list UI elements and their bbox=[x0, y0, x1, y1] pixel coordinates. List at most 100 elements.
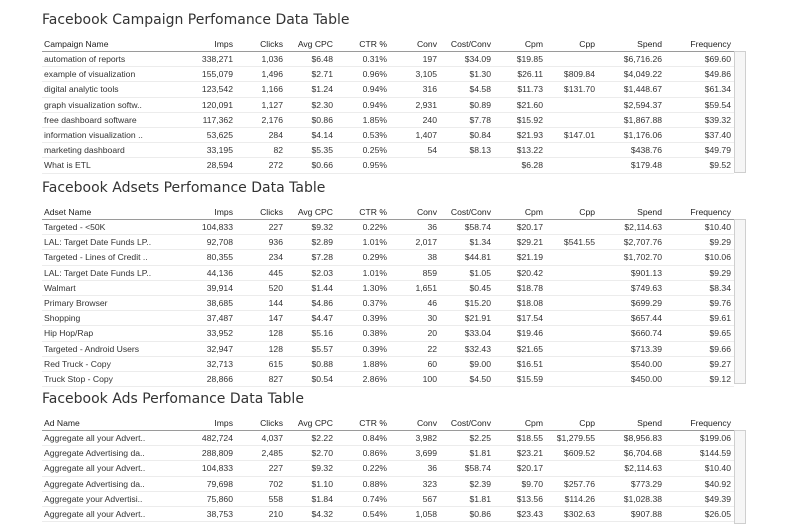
column-header-frequency[interactable]: Frequency bbox=[665, 37, 734, 52]
cell-ctr: 0.96% bbox=[336, 66, 390, 83]
table-row[interactable]: Targeted - <50K 104,833 227 $9.32 0.22% 36 $58… bbox=[42, 219, 734, 236]
campaign-table-scrollbar[interactable] bbox=[734, 51, 746, 173]
cell-ctr: 0.39% bbox=[336, 310, 390, 327]
cell-cpm: $11.73 bbox=[494, 81, 546, 98]
table-row[interactable]: Truck Stop - Copy 28,866 827 $0.54 2.86% 100 $… bbox=[42, 371, 734, 388]
column-header-frequency[interactable]: Frequency bbox=[665, 205, 734, 220]
cell-avg-cpc: $4.47 bbox=[286, 310, 336, 327]
cell-clicks: 144 bbox=[236, 295, 286, 312]
cell-cpp bbox=[546, 51, 598, 68]
column-header-cpm[interactable]: Cpm bbox=[494, 416, 546, 431]
column-header-conv[interactable]: Conv bbox=[390, 205, 440, 220]
column-header-cpp[interactable]: Cpp bbox=[546, 37, 598, 52]
table-row[interactable]: Red Truck - Copy 32,713 615 $0.88 1.88% 60 $9.… bbox=[42, 356, 734, 373]
cell-cpp bbox=[546, 265, 598, 281]
column-header-name[interactable]: Ad Name bbox=[42, 416, 170, 431]
table-row[interactable]: Shopping 37,487 147 $4.47 0.39% 30 $21.91 $17.5… bbox=[42, 310, 734, 327]
table-row[interactable]: Aggregate Advertising da.. 288,809 2,485 $2… bbox=[42, 445, 734, 462]
column-header-avg-cpc[interactable]: Avg CPC bbox=[286, 37, 336, 52]
cell-frequency: $69.60 bbox=[665, 51, 734, 68]
table-row[interactable]: Walmart 39,914 520 $1.44 1.30% 1,651 $0.45 $18.… bbox=[42, 280, 734, 297]
cell-spend: $1,448.67 bbox=[598, 81, 665, 98]
column-header-imps[interactable]: Imps bbox=[170, 205, 236, 220]
cell-spend: $6,716.26 bbox=[598, 51, 665, 68]
column-header-cost-conv[interactable]: Cost/Conv bbox=[440, 37, 494, 52]
table-row[interactable]: digital analytic tools 123,542 1,166 $1.24 0… bbox=[42, 81, 734, 98]
table-row[interactable]: Aggregate Advertising da.. 79,698 702 $1.10… bbox=[42, 476, 734, 492]
cell-spend: $2,594.37 bbox=[598, 97, 665, 113]
cell-ctr: 0.88% bbox=[336, 476, 390, 492]
column-header-cost-conv[interactable]: Cost/Conv bbox=[440, 416, 494, 431]
cell-frequency: $199.06 bbox=[665, 430, 734, 447]
column-header-conv[interactable]: Conv bbox=[390, 37, 440, 52]
table-row[interactable]: Aggregate all your Advert.. 38,753 210 $4.3… bbox=[42, 506, 734, 523]
column-header-conv[interactable]: Conv bbox=[390, 416, 440, 431]
cell-cost-conv: $44.81 bbox=[440, 249, 494, 266]
column-header-ctr[interactable]: CTR % bbox=[336, 205, 390, 220]
ads-table-scrollbar[interactable] bbox=[734, 430, 746, 524]
cell-frequency: $9.76 bbox=[665, 295, 734, 312]
table-row[interactable]: What is ETL 28,594 272 $0.66 0.95% $6.28 $179.… bbox=[42, 157, 734, 174]
campaign-section: Facebook Campaign Perfomance Data Table … bbox=[42, 9, 746, 174]
column-header-clicks[interactable]: Clicks bbox=[236, 416, 286, 431]
table-row[interactable]: free dashboard software 117,362 2,176 $0.86… bbox=[42, 112, 734, 129]
table-row[interactable]: marketing dashboard 33,195 82 $5.35 0.25% 54 $… bbox=[42, 142, 734, 159]
column-header-avg-cpc[interactable]: Avg CPC bbox=[286, 416, 336, 431]
table-row[interactable]: Aggregate all your Advert.. 104,833 227 $9.… bbox=[42, 460, 734, 477]
table-row[interactable]: Aggregate your Advertisi.. 75,860 558 $1.84… bbox=[42, 491, 734, 508]
table-row[interactable]: example of visualization 155,079 1,496 $2.7… bbox=[42, 66, 734, 83]
column-header-cpp[interactable]: Cpp bbox=[546, 205, 598, 220]
column-header-cpm[interactable]: Cpm bbox=[494, 205, 546, 220]
cell-name: LAL: Target Date Funds LP.. bbox=[42, 265, 170, 281]
column-header-frequency[interactable]: Frequency bbox=[665, 416, 734, 431]
column-header-spend[interactable]: Spend bbox=[598, 37, 665, 52]
cell-imps: 28,594 bbox=[170, 157, 236, 174]
table-row[interactable]: Targeted - Android Users 32,947 128 $5.57 0.… bbox=[42, 341, 734, 357]
column-header-name[interactable]: Campaign Name bbox=[42, 37, 170, 52]
column-header-imps[interactable]: Imps bbox=[170, 37, 236, 52]
cell-conv: 38 bbox=[390, 249, 440, 266]
column-header-ctr[interactable]: CTR % bbox=[336, 37, 390, 52]
cell-clicks: 227 bbox=[236, 460, 286, 477]
header-row: Adset Name Imps Clicks Avg CPC CTR % Conv Cost… bbox=[42, 205, 734, 220]
table-row[interactable]: LAL: Target Date Funds LP.. 44,136 445 $2.0… bbox=[42, 265, 734, 281]
column-header-clicks[interactable]: Clicks bbox=[236, 205, 286, 220]
cell-name: Aggregate all your Advert.. bbox=[42, 506, 170, 523]
cell-cpp: $147.01 bbox=[546, 127, 598, 144]
column-header-cost-conv[interactable]: Cost/Conv bbox=[440, 205, 494, 220]
cell-clicks: 227 bbox=[236, 219, 286, 236]
cell-frequency: $9.52 bbox=[665, 157, 734, 174]
cell-cost-conv: $58.74 bbox=[440, 219, 494, 236]
column-header-imps[interactable]: Imps bbox=[170, 416, 236, 431]
table-row[interactable]: information visualization .. 53,625 284 $4.… bbox=[42, 127, 734, 144]
cell-imps: 482,724 bbox=[170, 430, 236, 447]
column-header-spend[interactable]: Spend bbox=[598, 205, 665, 220]
cell-cpp bbox=[546, 371, 598, 388]
cell-ctr: 1.30% bbox=[336, 280, 390, 297]
table-row[interactable]: Aggregate all your Advert.. 482,724 4,037 $… bbox=[42, 430, 734, 447]
cell-frequency: $49.79 bbox=[665, 142, 734, 159]
column-header-spend[interactable]: Spend bbox=[598, 416, 665, 431]
table-row[interactable]: graph visualization softw.. 120,091 1,127 $… bbox=[42, 97, 734, 113]
column-header-ctr[interactable]: CTR % bbox=[336, 416, 390, 431]
cell-cost-conv: $1.05 bbox=[440, 265, 494, 281]
column-header-name[interactable]: Adset Name bbox=[42, 205, 170, 220]
column-header-avg-cpc[interactable]: Avg CPC bbox=[286, 205, 336, 220]
campaign-table-container: Campaign Name Imps Clicks Avg CPC CTR % Conv C… bbox=[42, 37, 746, 174]
table-row[interactable]: Hip Hop/Rap 33,952 128 $5.16 0.38% 20 $33.04 $1… bbox=[42, 325, 734, 342]
cell-clicks: 272 bbox=[236, 157, 286, 174]
table-row[interactable]: Targeted - Lines of Credit .. 80,355 234 $7… bbox=[42, 249, 734, 266]
campaign-table: Campaign Name Imps Clicks Avg CPC CTR % Conv C… bbox=[42, 37, 734, 174]
adsets-table-scrollbar[interactable] bbox=[734, 219, 746, 384]
cell-name: Shopping bbox=[42, 310, 170, 327]
cell-spend: $1,867.88 bbox=[598, 112, 665, 129]
cell-imps: 28,866 bbox=[170, 371, 236, 388]
cell-clicks: 4,037 bbox=[236, 430, 286, 447]
column-header-cpm[interactable]: Cpm bbox=[494, 37, 546, 52]
table-row[interactable]: Primary Browser 38,685 144 $4.86 0.37% 46 $15.… bbox=[42, 295, 734, 312]
column-header-cpp[interactable]: Cpp bbox=[546, 416, 598, 431]
column-header-clicks[interactable]: Clicks bbox=[236, 37, 286, 52]
cell-conv: 60 bbox=[390, 356, 440, 373]
table-row[interactable]: automation of reports 338,271 1,036 $6.48 0.… bbox=[42, 51, 734, 68]
table-row[interactable]: LAL: Target Date Funds LP.. 92,708 936 $2.8… bbox=[42, 234, 734, 251]
